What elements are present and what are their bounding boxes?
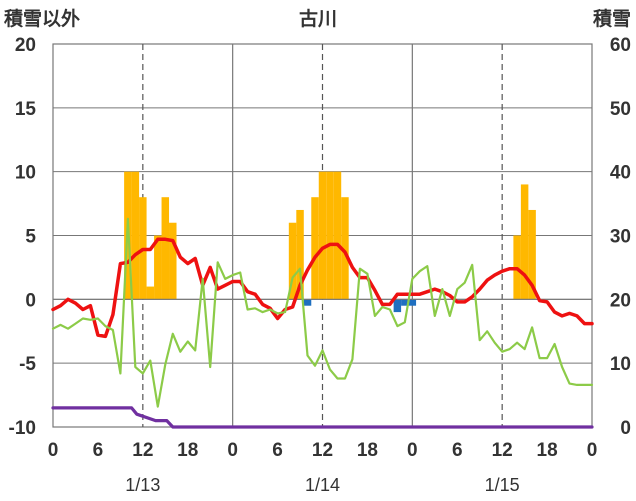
snow-depth-line: [51, 406, 594, 429]
precipitation-bar: [131, 171, 140, 300]
x-tick-label: 0: [587, 440, 598, 461]
left-tick-label: 15: [15, 99, 37, 120]
left-tick-label: 5: [25, 227, 36, 248]
negative-bar: [393, 299, 402, 313]
line-layer: [51, 217, 594, 429]
chart-title: 古川: [299, 7, 337, 30]
x-tick-label: 0: [407, 440, 418, 461]
left-tick-label: 0: [25, 290, 36, 311]
x-tick-label: 18: [357, 440, 378, 461]
right-tick-label: 0: [620, 418, 631, 439]
precipitation-bar: [161, 197, 170, 300]
x-tick-label: 12: [492, 440, 513, 461]
negative-bar: [303, 299, 312, 306]
left-tick-label: -10: [9, 418, 36, 439]
right-tick-label: 30: [610, 227, 631, 248]
date-label: 1/14: [305, 475, 340, 495]
green-line: [51, 217, 594, 408]
right-tick-label: 50: [610, 99, 631, 120]
right-axis-title: 積雪: [593, 7, 631, 30]
x-tick-label: 0: [227, 440, 238, 461]
negative-bar: [408, 299, 417, 306]
x-tick-label: 6: [93, 440, 104, 461]
precipitation-bar: [528, 209, 536, 300]
left-axis-title: 積雪以外: [4, 7, 80, 30]
x-tick-label: 0: [48, 440, 59, 461]
negative-bar: [401, 299, 409, 306]
right-tick-label: 60: [610, 35, 631, 56]
right-tick-label: 20: [610, 290, 631, 311]
x-tick-label: 6: [272, 440, 283, 461]
left-tick-label: 10: [15, 163, 36, 184]
x-tick-label: 18: [537, 440, 558, 461]
bar-layer: [53, 171, 592, 313]
date-label: 1/13: [125, 475, 160, 495]
precipitation-bar: [288, 222, 297, 300]
precipitation-bar: [169, 222, 177, 300]
temperature-line: [51, 237, 594, 339]
left-tick-label: -5: [19, 354, 36, 375]
precipitation-bar: [520, 184, 529, 300]
precipitation-bar: [333, 171, 342, 300]
x-tick-label: 18: [177, 440, 198, 461]
precipitation-bar: [341, 197, 349, 300]
precipitation-bar: [296, 209, 304, 300]
left-tick-label: 20: [15, 35, 36, 56]
x-tick-label: 12: [312, 440, 333, 461]
x-tick-label: 6: [452, 440, 463, 461]
precipitation-bar: [311, 197, 319, 300]
right-tick-label: 10: [610, 354, 631, 375]
precipitation-bar: [154, 235, 162, 300]
date-label: 1/15: [485, 475, 520, 495]
precipitation-bar: [146, 286, 155, 300]
x-tick-label: 12: [132, 440, 153, 461]
precipitation-bar: [326, 171, 334, 300]
precipitation-bar: [318, 171, 327, 300]
right-tick-label: 40: [610, 163, 631, 184]
